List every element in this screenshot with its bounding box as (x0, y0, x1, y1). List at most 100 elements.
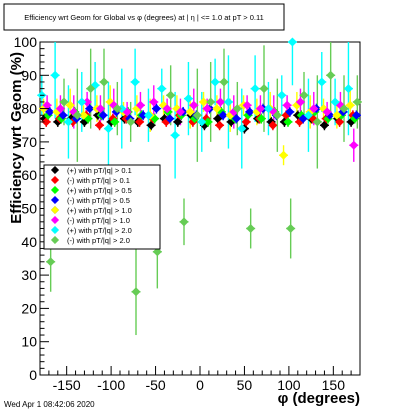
data-point (312, 117, 322, 127)
data-point (79, 110, 89, 120)
x-tick-label: -50 (145, 377, 165, 393)
data-point (250, 84, 260, 94)
y-tick-label: 90 (21, 67, 37, 83)
data-point (349, 140, 359, 150)
data-point (192, 110, 202, 120)
y-tick-label: 0 (29, 367, 37, 383)
legend-label: (-) with pT/|q| > 0.1 (67, 176, 130, 185)
data-point (241, 117, 251, 127)
data-point (287, 37, 297, 47)
data-point (255, 104, 265, 114)
data-point (277, 90, 287, 100)
data-point (242, 100, 252, 110)
data-point (126, 117, 136, 127)
data-point (326, 70, 336, 80)
data-point (135, 117, 145, 127)
data-point (46, 257, 56, 267)
title-box (3, 3, 285, 31)
data-point (282, 100, 292, 110)
data-point (162, 104, 172, 114)
data-point (63, 117, 73, 127)
data-point (166, 90, 176, 100)
x-tick-label: 100 (277, 377, 301, 393)
data-point (203, 117, 213, 127)
footer-timestamp: Wed Apr 1 08:42:06 2020 (4, 400, 95, 409)
data-point (345, 100, 355, 110)
data-point (55, 104, 65, 114)
legend-label: (+) with pT/|q| > 1.0 (67, 206, 132, 215)
data-point (45, 107, 55, 117)
x-axis-title: φ (degrees) (278, 390, 360, 407)
data-point (303, 110, 313, 120)
x-tick-label: 50 (237, 377, 253, 393)
data-point (245, 107, 255, 117)
data-point (330, 97, 340, 107)
legend-box (43, 164, 161, 250)
data-point (215, 97, 225, 107)
data-point (146, 120, 156, 130)
data-point (212, 104, 222, 114)
data-point (157, 84, 167, 94)
y-tick-label: 20 (21, 300, 37, 316)
legend-marker (50, 205, 60, 215)
data-point (95, 120, 105, 130)
legend-label: (+) with pT/|q| > 0.5 (67, 186, 132, 195)
data-point (351, 110, 361, 120)
data-point (50, 70, 60, 80)
data-point (279, 150, 289, 160)
data-point (189, 100, 199, 110)
data-point (103, 124, 113, 134)
legend-label: (-) with pT/|q| > 2.0 (67, 236, 130, 245)
legend-entries: (+) with pT/|q| > 0.1(-) with pT/|q| > 0… (50, 165, 132, 245)
data-point (319, 120, 329, 130)
legend-marker (50, 215, 60, 225)
y-tick-label: 10 (21, 334, 37, 350)
data-point (218, 110, 228, 120)
legend-marker (50, 185, 60, 195)
data-point (112, 104, 122, 114)
data-point (285, 107, 295, 117)
data-point (343, 84, 353, 94)
data-point (322, 107, 332, 117)
data-point (231, 114, 241, 124)
data-point (138, 110, 148, 120)
legend-marker (50, 235, 60, 245)
data-point (256, 114, 266, 124)
data-point (199, 97, 209, 107)
data-point (151, 104, 161, 114)
x-tick-label: -150 (53, 377, 81, 393)
data-point (56, 114, 66, 124)
data-point (86, 84, 96, 94)
data-point (332, 110, 342, 120)
data-point (352, 97, 362, 107)
data-point (72, 110, 82, 120)
data-point (197, 117, 207, 127)
data-point (179, 217, 189, 227)
y-axis-title: Efficiency wrt Geom (%) (8, 52, 25, 224)
data-point (219, 77, 229, 87)
chart-title: Efficiency wrt Geom for Global vs φ (deg… (24, 13, 264, 22)
data-point (295, 97, 305, 107)
data-point (272, 110, 282, 120)
data-point (223, 97, 233, 107)
data-point (215, 120, 225, 130)
data-point (165, 114, 175, 124)
data-point (130, 77, 140, 87)
data-point (232, 104, 242, 114)
legend-label: (-) with pT/|q| > 0.5 (67, 196, 130, 205)
y-tick-label: 100 (14, 34, 38, 50)
data-point (309, 104, 319, 114)
y-tick-label: 80 (21, 101, 37, 117)
data-point (59, 97, 69, 107)
data-point (299, 90, 309, 100)
data-point (41, 117, 51, 127)
data-point (202, 104, 212, 114)
data-point (82, 97, 92, 107)
data-point (98, 110, 108, 120)
legend-marker (50, 165, 60, 175)
data-point (259, 84, 269, 94)
data-point (263, 104, 273, 114)
data-point (152, 247, 162, 257)
data-point (110, 117, 120, 127)
data-point (173, 117, 183, 127)
